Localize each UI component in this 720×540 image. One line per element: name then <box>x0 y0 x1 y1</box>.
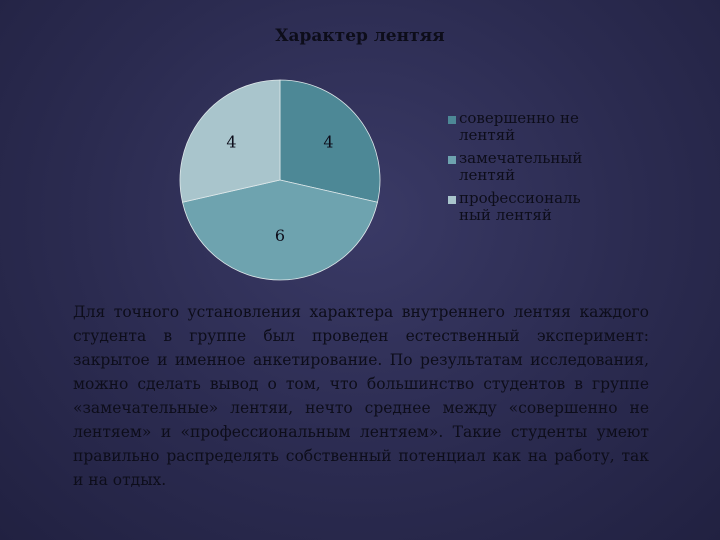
legend-swatch <box>448 116 456 124</box>
legend-label: замечательный лентяй <box>459 149 583 184</box>
pie-slice-1 <box>279 79 381 203</box>
pie-slice-2 <box>182 179 378 281</box>
legend-item-3: профессиональ ный лентяй <box>448 190 608 224</box>
legend-label: совершенно не лентяй <box>459 109 579 144</box>
legend-label: профессиональ ный лентяй <box>459 189 581 224</box>
pie-slice-3 <box>179 79 281 203</box>
legend-item-1: совершенно не лентяй <box>448 110 608 144</box>
chart-title: Характер лентяя <box>275 26 445 46</box>
body-paragraph: Для точного установления характера внутр… <box>73 303 649 489</box>
chart-legend: совершенно не лентяй замечательный лентяй пр… <box>448 110 608 230</box>
legend-item-2: замечательный лентяй <box>448 150 608 184</box>
pie-chart: 4 6 4 <box>179 79 381 281</box>
pie-data-label-3: 4 <box>226 132 236 151</box>
pie-data-label-1: 4 <box>323 132 333 151</box>
legend-swatch <box>448 196 456 204</box>
pie-data-label-2: 6 <box>275 226 285 245</box>
legend-swatch <box>448 156 456 164</box>
